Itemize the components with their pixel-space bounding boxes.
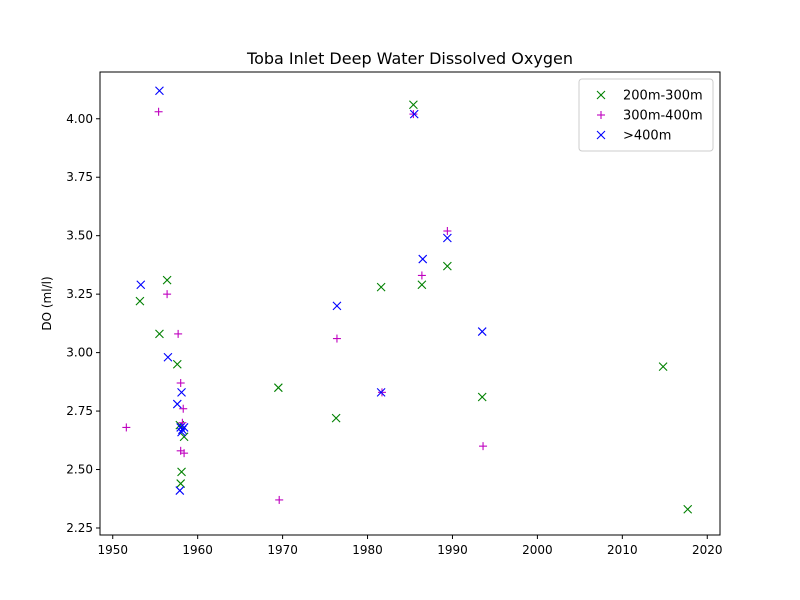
legend-marker: [596, 90, 606, 100]
data-point: [135, 296, 145, 306]
data-point: [409, 109, 419, 119]
y-tick-label: 3.25: [66, 287, 93, 301]
data-point: [179, 432, 189, 442]
y-tick-label: 4.00: [66, 112, 93, 126]
data-point: [477, 327, 487, 336]
series-3: [136, 86, 487, 495]
legend-marker: [597, 111, 605, 119]
data-point: [180, 449, 189, 458]
legend-entry: 200m-300m: [596, 89, 703, 104]
y-tick-label: 2.50: [66, 463, 93, 477]
data-point: [417, 280, 427, 290]
y-tick-label: 3.50: [66, 229, 93, 243]
data-point: [122, 423, 131, 432]
legend-label: >400m: [623, 129, 671, 144]
marks-layer: [122, 86, 693, 514]
data-point: [172, 359, 182, 369]
data-point: [163, 352, 173, 362]
data-point: [154, 107, 163, 116]
plot-frame: [99, 71, 721, 536]
data-point: [332, 334, 341, 343]
y-axis: 2.25 2.50 2.75 3.00 3.25 3.50 3.75 4.00: [66, 112, 100, 535]
data-point: [683, 504, 693, 514]
data-point: [163, 290, 172, 299]
data-point: [442, 233, 452, 243]
data-point: [409, 100, 418, 110]
series-2: [122, 107, 488, 504]
x-tick-label: 1960: [182, 543, 213, 557]
data-point: [177, 467, 186, 477]
data-point: [136, 280, 146, 290]
x-tick-label: 1980: [352, 543, 383, 557]
legend-label: 200m-300m: [623, 89, 703, 104]
data-point: [477, 392, 487, 402]
x-tick-label: 1950: [97, 543, 128, 557]
data-point: [174, 329, 183, 338]
legend-entry: 300m-400m: [597, 109, 703, 124]
series-1: [135, 100, 693, 514]
data-point: [179, 423, 189, 432]
data-point: [658, 362, 668, 372]
data-point: [418, 254, 428, 264]
data-point: [275, 495, 284, 504]
data-point: [479, 442, 488, 451]
data-point: [179, 404, 188, 413]
data-point: [177, 387, 186, 397]
y-tick-label: 2.75: [66, 404, 93, 418]
legend-entry: >400m: [596, 129, 671, 144]
y-tick-label: 3.00: [66, 346, 93, 360]
legend-marker: [596, 130, 606, 140]
data-point: [377, 388, 386, 397]
data-point: [155, 86, 164, 96]
data-point: [162, 275, 172, 285]
data-point: [155, 329, 164, 339]
data-point: [376, 387, 386, 397]
legend: 200m-300m 300m-400m >400m: [578, 78, 714, 152]
chart-title: Toba Inlet Deep Water Dissolved Oxygen: [246, 49, 573, 68]
data-point: [442, 261, 452, 271]
data-point: [417, 271, 426, 280]
x-tick-label: 2010: [607, 543, 638, 557]
data-point: [332, 301, 342, 311]
legend-label: 300m-400m: [623, 109, 703, 124]
data-point: [177, 427, 186, 437]
data-point: [273, 383, 283, 393]
y-tick-label: 2.25: [66, 521, 93, 535]
data-point: [176, 479, 186, 488]
data-point: [443, 227, 452, 236]
x-tick-label: 2000: [522, 543, 553, 557]
x-tick-label: 1970: [267, 543, 298, 557]
data-point: [176, 379, 185, 388]
data-point: [175, 486, 185, 495]
data-point: [409, 110, 418, 119]
data-point: [331, 413, 341, 423]
x-tick-label: 1990: [437, 543, 468, 557]
legend-box: [578, 78, 714, 152]
x-axis: 1950 1960 1970 1980 1990 2000 2010 2020: [97, 535, 723, 557]
y-axis-label: DO (ml/l): [40, 276, 54, 330]
y-tick-label: 3.75: [66, 170, 93, 184]
data-point: [376, 282, 386, 292]
data-point: [172, 399, 182, 409]
x-tick-label: 2020: [692, 543, 723, 557]
